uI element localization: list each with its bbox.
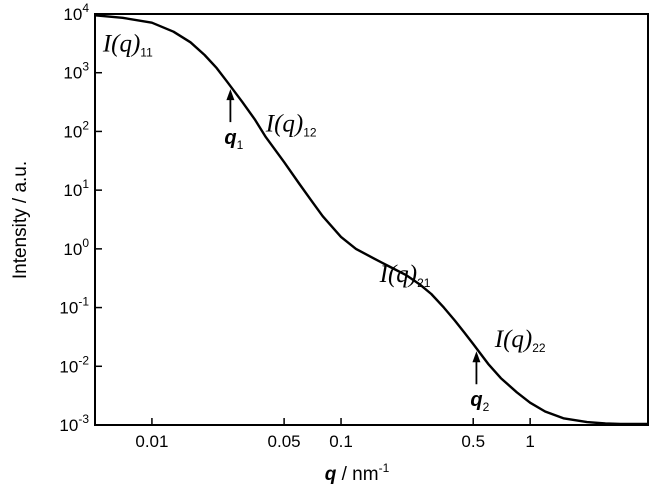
plot-frame (94, 13, 649, 426)
x-tick-label: 0.1 (329, 432, 353, 451)
y-tick-label: 100 (63, 236, 89, 259)
y-tick-label: 102 (63, 118, 89, 141)
arrow-head-icon (472, 351, 481, 363)
annotations: I(q)11 I(q)12 I(q)21 I(q)22 (102, 30, 546, 354)
x-tick-label: 0.01 (135, 432, 168, 451)
q-marker-label: q1 (224, 127, 243, 152)
curve-annotation: I(q)11 (102, 30, 153, 59)
curve-annotation: I(q)12 (265, 110, 317, 139)
ticks (95, 13, 531, 426)
y-tick-label: 10-2 (59, 353, 89, 376)
scattering-curve (94, 14, 647, 426)
x-tick-label: 0.5 (461, 432, 485, 451)
x-axis-title: q / nm-1 (325, 461, 390, 485)
q-marker: q1 (224, 89, 244, 152)
y-tick-label: 103 (63, 60, 89, 83)
y-tick-label: 10-1 (59, 295, 89, 318)
x-tick-label: 1 (525, 432, 534, 451)
y-tick-label: 10-3 (59, 412, 89, 435)
x-tick-label: 0.05 (268, 432, 301, 451)
tick-labels: 0.01 0.05 0.1 0.5 1 104 103 102 101 100 10-1 10-2 10… (59, 1, 534, 451)
q-marker-label: q2 (470, 389, 489, 414)
curve-annotation: I(q)21 (379, 261, 431, 290)
y-axis-title: Intensity / a.u. (10, 161, 31, 279)
q-markers: q1 q2 (224, 89, 490, 414)
y-tick-label: 101 (63, 177, 89, 200)
arrow-head-icon (226, 89, 235, 101)
q-marker: q2 (470, 351, 490, 414)
curve-annotation: I(q)22 (494, 326, 546, 355)
y-tick-label: 104 (63, 1, 89, 24)
